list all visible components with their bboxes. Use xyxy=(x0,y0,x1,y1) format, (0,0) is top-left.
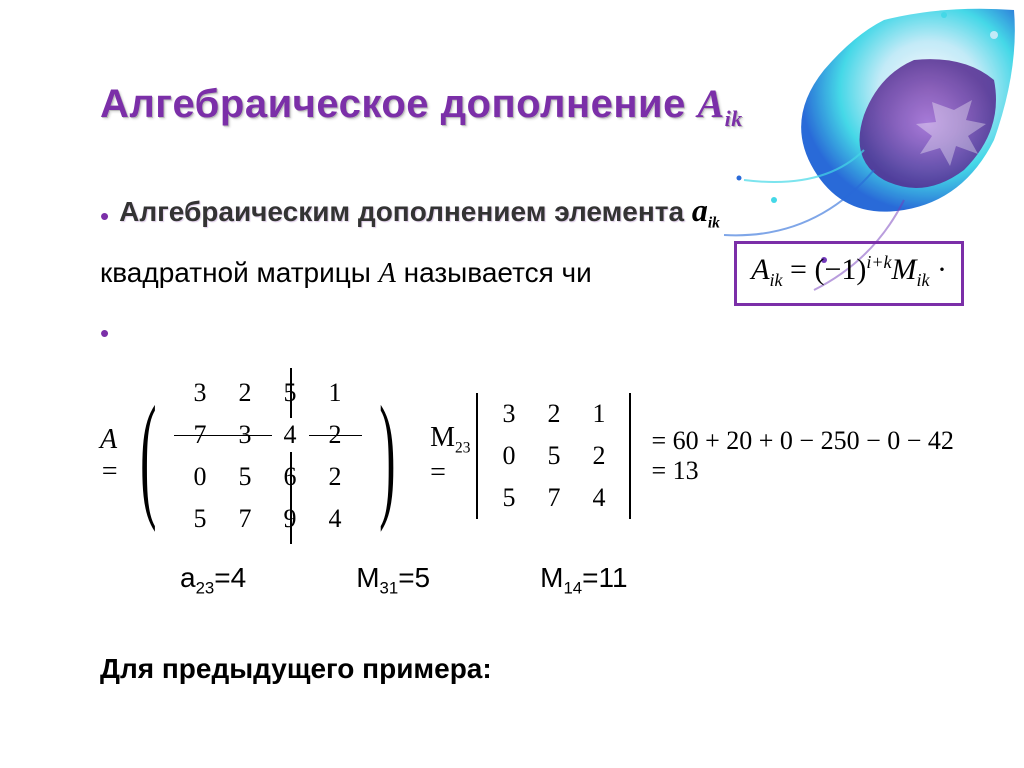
definition-line-2: квадратной матрицы A называется чи xyxy=(100,257,592,290)
minor-cell: 1 xyxy=(576,393,621,435)
example-bullet: • xyxy=(100,316,964,342)
formula-box: Aik = (−1)i+kMik · xyxy=(734,241,964,306)
minor-label: M23 = xyxy=(430,422,470,490)
matrix-cell: 1 xyxy=(313,372,358,414)
prev-example-label: Для предыдущего примера: xyxy=(100,653,964,685)
definition-line-1: Алгебраическим дополнением элемента aik xyxy=(119,192,720,233)
det-bar-right-icon xyxy=(629,393,631,519)
formula-M-sub: ik xyxy=(917,270,930,290)
formula-eq: = xyxy=(783,253,815,286)
formula-exp: i+k xyxy=(866,252,891,272)
result-item: M14=11 xyxy=(540,562,627,599)
minor-cell: 2 xyxy=(576,435,621,477)
matrix-cell: 2 xyxy=(313,414,358,456)
formula-base: (−1) xyxy=(814,253,866,286)
minor-cell: 5 xyxy=(486,477,531,519)
results-row: a23=4 M31=5 M14=11 xyxy=(180,562,964,599)
right-paren-icon: ) xyxy=(379,396,395,515)
definition-row-2: квадратной матрицы A называется чи Aik =… xyxy=(100,241,964,306)
formula-dot: · xyxy=(930,253,948,286)
bullet-icon: • xyxy=(100,320,109,346)
minor-cell: 0 xyxy=(486,435,531,477)
matrix-cell: 2 xyxy=(223,372,268,414)
det-bar-left-icon xyxy=(476,393,478,519)
def-var: a xyxy=(692,192,708,228)
minor-cell: 4 xyxy=(576,477,621,519)
result-item: a23=4 xyxy=(180,562,246,599)
title-text: Алгебраическое дополнение xyxy=(100,82,686,126)
matrix-cell: 4 xyxy=(313,498,358,540)
matrix-label: A = xyxy=(100,424,119,488)
slide-title: Алгебраическое дополнение Aik xyxy=(100,80,964,132)
minor-eq: = xyxy=(430,457,446,488)
result-item: M31=5 xyxy=(356,562,430,599)
formula-M: M xyxy=(892,253,917,286)
minor-cell: 5 xyxy=(531,435,576,477)
matrix-cell: 9 xyxy=(268,498,313,540)
matrix-cell: 2 xyxy=(313,456,358,498)
def2-pre: квадратной матрицы xyxy=(100,257,379,288)
determinant: 321052574 xyxy=(476,393,631,519)
matrix-cell: 7 xyxy=(223,498,268,540)
matrix-cell: 5 xyxy=(178,498,223,540)
title-symbol-sub: ik xyxy=(725,106,743,131)
minor-table: 321052574 xyxy=(486,393,621,519)
math-row: A = ( 3251734205625794 ) M23 = 321052574… xyxy=(100,372,964,540)
definition-row-1: • Алгебраическим дополнением элемента ai… xyxy=(100,192,964,233)
minor-M23: M23 = 321052574 xyxy=(430,393,631,519)
minor-cell: 7 xyxy=(531,477,576,519)
matrix-cell: 6 xyxy=(268,456,313,498)
matrix-cell: 3 xyxy=(223,414,268,456)
def-var-sub: ik xyxy=(708,215,720,232)
matrix-cell: 4 xyxy=(268,414,313,456)
matrix-cell: 3 xyxy=(178,372,223,414)
formula-left-sub: ik xyxy=(770,270,783,290)
title-symbol: A xyxy=(697,81,724,126)
matrix-A: A = ( 3251734205625794 ) xyxy=(100,372,410,540)
matrix-cell: 5 xyxy=(223,456,268,498)
def2-post: называется чи xyxy=(396,257,592,288)
bullet-icon: • xyxy=(100,203,109,229)
def-bold: Алгебраическим дополнением элемента xyxy=(119,196,684,227)
matrix-cell: 0 xyxy=(178,456,223,498)
minor-sub: 23 xyxy=(455,439,470,456)
slide-content: Алгебраическое дополнение Aik • Алгебраи… xyxy=(0,0,1024,725)
calc-result: = 60 + 20 + 0 − 250 − 0 − 42 = 13 xyxy=(651,426,964,486)
matrix-table: 3251734205625794 xyxy=(178,372,358,540)
formula-left: A xyxy=(751,253,769,286)
matrix-cell: 7 xyxy=(178,414,223,456)
minor-M: M xyxy=(430,422,455,453)
minor-cell: 2 xyxy=(531,393,576,435)
matrix-cell: 5 xyxy=(268,372,313,414)
minor-cell: 3 xyxy=(486,393,531,435)
left-paren-icon: ( xyxy=(140,396,156,515)
def2-A: A xyxy=(379,258,396,289)
